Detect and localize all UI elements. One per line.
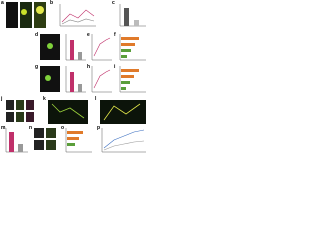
axis (101, 128, 146, 153)
bar (9, 132, 14, 152)
bar (18, 144, 23, 152)
bar (67, 131, 83, 134)
panel-label: c (112, 0, 115, 6)
panel-label: n (29, 125, 32, 131)
trace (93, 37, 111, 57)
axis (59, 4, 96, 27)
axis (65, 128, 92, 153)
bar (67, 143, 75, 146)
bar (70, 40, 74, 60)
panel-label: i (114, 64, 116, 70)
micrograph (34, 128, 44, 138)
panel-label: d (35, 32, 38, 38)
bar (78, 52, 82, 60)
panel-label: j (0, 96, 3, 102)
bar (121, 55, 127, 58)
figure: a b c d e f g h i j k l m n o p (0, 0, 146, 153)
signal (36, 6, 44, 14)
bar (121, 37, 139, 40)
bar (78, 84, 82, 92)
bar (67, 137, 79, 140)
panel-label: a (1, 0, 4, 6)
axis (91, 34, 112, 61)
axis (65, 66, 86, 93)
panel-label: k (43, 96, 46, 102)
bar (121, 49, 131, 52)
axis (119, 4, 146, 27)
bar (124, 8, 129, 26)
bar (121, 69, 139, 72)
trace (103, 140, 145, 151)
panel-label: o (61, 125, 64, 131)
bar (121, 81, 130, 84)
panel-label: b (50, 0, 53, 6)
trace (103, 129, 145, 149)
micrograph (20, 2, 32, 28)
micrograph (16, 100, 24, 110)
bar (121, 43, 135, 46)
axis (65, 34, 86, 61)
trace (93, 69, 111, 89)
bar (121, 87, 126, 90)
micrograph (26, 100, 34, 110)
micrograph (48, 100, 88, 124)
micrograph (6, 112, 14, 122)
trace (61, 18, 95, 25)
micrograph (16, 112, 24, 122)
panel-label: l (95, 96, 97, 102)
signal (45, 75, 51, 81)
bar (70, 72, 74, 92)
micrograph (34, 140, 44, 150)
micrograph (46, 140, 56, 150)
micrograph (34, 2, 46, 28)
panel-label: p (97, 125, 100, 131)
bar (121, 75, 134, 78)
signal (51, 103, 85, 119)
bar (134, 20, 139, 26)
micrograph (6, 2, 18, 28)
panel-label: f (114, 32, 116, 38)
axis (119, 34, 146, 61)
micrograph (46, 128, 56, 138)
panel-label: m (1, 125, 6, 131)
axis (91, 66, 112, 93)
panel-label: e (87, 32, 90, 38)
micrograph (6, 100, 14, 110)
signal (47, 43, 53, 49)
signal (103, 103, 141, 121)
micrograph (26, 112, 34, 122)
signal (21, 9, 27, 15)
panel-label: g (35, 64, 38, 70)
axis (119, 66, 146, 93)
trace (61, 9, 95, 23)
panel-label: h (87, 64, 90, 70)
